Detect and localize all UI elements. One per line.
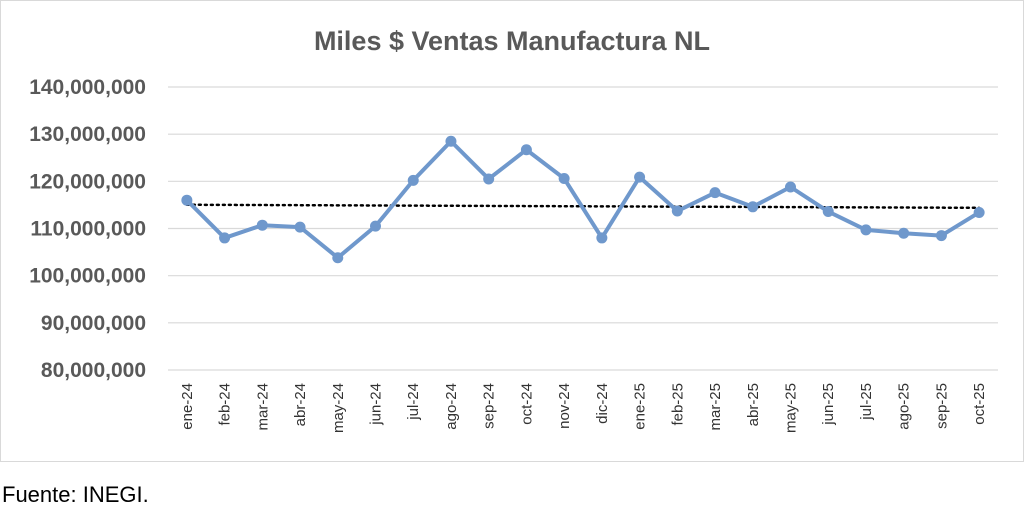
x-tick-label: jun-24 <box>368 383 385 426</box>
x-tick-label: oct-24 <box>518 383 535 425</box>
data-point <box>860 224 872 236</box>
y-tick-label: 80,000,000 <box>41 359 146 382</box>
data-point <box>332 252 344 264</box>
data-point <box>294 221 306 233</box>
data-point <box>747 201 759 213</box>
x-tick-label: dic-24 <box>594 383 611 424</box>
data-point <box>256 219 268 231</box>
chart-area: Miles $ Ventas Manufactura NL 80,000,000… <box>0 0 1024 462</box>
x-tick-label: abr-24 <box>292 383 309 426</box>
x-tick-label: jul-24 <box>405 383 422 421</box>
chart-title: Miles $ Ventas Manufactura NL <box>314 26 710 56</box>
data-point <box>671 205 683 217</box>
data-point <box>973 206 985 218</box>
y-axis-ticks: 80,000,000 90,000,000 100,000,000 110,000,0… <box>29 76 146 382</box>
data-point <box>634 171 646 183</box>
line-chart: Miles $ Ventas Manufactura NL 80,000,000… <box>29 26 998 433</box>
data-point <box>709 187 721 199</box>
x-tick-label: sep-24 <box>481 383 498 429</box>
x-tick-label: mar-25 <box>707 383 724 431</box>
x-tick-label: may-25 <box>783 383 800 433</box>
y-tick-label: 110,000,000 <box>30 218 146 241</box>
source-note: Fuente: INEGI. <box>2 482 149 507</box>
x-tick-label: feb-25 <box>669 383 686 426</box>
x-tick-label: ago-25 <box>896 383 913 430</box>
data-point <box>558 173 570 185</box>
data-point <box>445 135 457 147</box>
data-point <box>370 220 381 232</box>
y-tick-label: 90,000,000 <box>41 312 146 335</box>
data-point <box>785 181 796 193</box>
series-line <box>184 139 982 260</box>
x-tick-label: ene-24 <box>179 383 196 430</box>
series-layer <box>181 135 985 264</box>
gridlines <box>168 86 998 371</box>
x-tick-label: nov-24 <box>556 383 573 429</box>
x-tick-label: jul-25 <box>858 383 875 421</box>
data-point <box>822 206 834 218</box>
data-point <box>596 232 608 244</box>
x-tick-label: jun-25 <box>820 383 837 426</box>
data-point <box>935 230 947 242</box>
x-tick-label: mar-24 <box>254 383 271 431</box>
y-tick-label: 140,000,000 <box>29 76 146 99</box>
y-tick-label: 120,000,000 <box>29 170 146 193</box>
x-axis-ticks: ene-24 feb-24 mar-24 abr-24 may-24 jun-24 jul-… <box>179 383 988 433</box>
data-point <box>407 174 419 186</box>
x-tick-label: oct-25 <box>971 383 988 425</box>
data-point <box>898 227 910 239</box>
y-tick-label: 130,000,000 <box>29 123 146 146</box>
data-point <box>181 194 193 206</box>
x-tick-label: ago-24 <box>443 383 460 430</box>
x-tick-label: ene-25 <box>632 383 649 430</box>
x-tick-label: sep-25 <box>933 383 950 429</box>
x-tick-label: may-24 <box>330 383 347 433</box>
y-tick-label: 100,000,000 <box>29 265 146 288</box>
data-point <box>483 173 495 185</box>
data-point <box>219 232 231 244</box>
x-tick-label: abr-25 <box>745 383 762 426</box>
data-point <box>520 144 532 156</box>
x-tick-label: feb-24 <box>217 383 234 426</box>
